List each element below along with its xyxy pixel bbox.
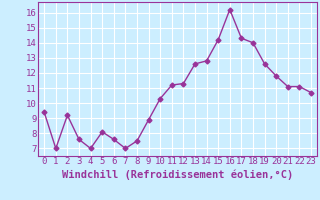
X-axis label: Windchill (Refroidissement éolien,°C): Windchill (Refroidissement éolien,°C) xyxy=(62,169,293,180)
